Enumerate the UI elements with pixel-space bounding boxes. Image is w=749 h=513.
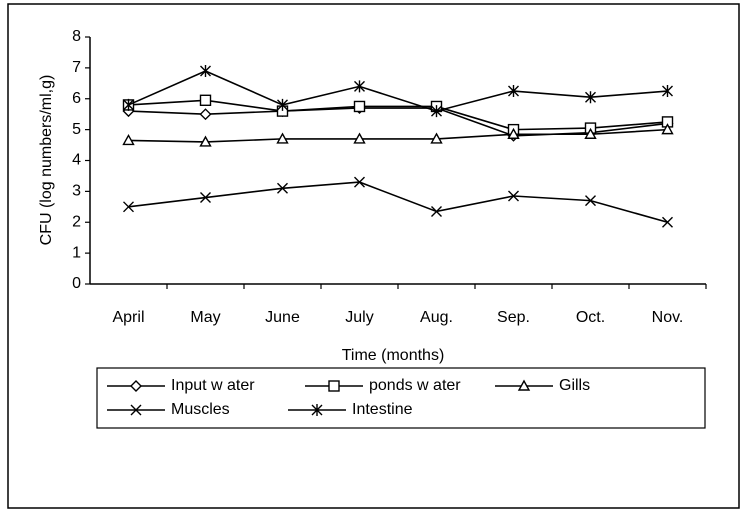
marker-shape — [130, 380, 142, 392]
marker-shape — [662, 85, 673, 98]
marker-shape — [508, 190, 519, 202]
data-point — [353, 132, 366, 144]
y-axis-label: CFU (log numbers/ml,g) — [38, 75, 55, 246]
marker-shape — [585, 91, 596, 104]
y-tick-label: 6 — [72, 90, 81, 107]
marker-shape — [328, 380, 340, 392]
series-line — [128, 181, 668, 224]
marker-shape — [199, 108, 212, 121]
marker-shape — [353, 132, 366, 144]
legend-marker — [311, 404, 323, 416]
marker-shape — [354, 176, 365, 188]
legend-marker — [130, 404, 142, 416]
x-tick-label: Sep. — [497, 309, 530, 326]
y-tick-label: 0 — [72, 275, 81, 292]
data-point — [431, 105, 442, 118]
legend-marker — [517, 379, 531, 391]
marker-shape — [311, 404, 323, 416]
data-point — [430, 132, 443, 144]
legend-label: Intestine — [352, 401, 413, 418]
marker-shape — [430, 132, 443, 144]
data-point — [276, 132, 289, 144]
data-point — [508, 85, 519, 98]
data-point — [122, 133, 135, 146]
data-point — [199, 108, 212, 121]
y-tick-label: 2 — [72, 213, 81, 230]
marker-shape — [508, 85, 519, 98]
data-point — [353, 100, 366, 113]
x-tick-label: Aug. — [420, 309, 453, 326]
y-tick-label: 8 — [72, 28, 81, 45]
marker-shape — [584, 127, 597, 139]
x-tick-label: July — [345, 309, 373, 326]
data-point — [200, 192, 211, 204]
legend-marker — [130, 380, 142, 392]
data-point — [508, 190, 519, 202]
data-point — [662, 216, 673, 228]
marker-shape — [507, 127, 520, 139]
legend-label: ponds w ater — [369, 377, 461, 394]
x-tick-label: Oct. — [576, 309, 605, 326]
data-point — [277, 98, 288, 111]
data-point — [199, 94, 212, 106]
data-point — [354, 176, 365, 188]
x-axis-label: Time (months) — [342, 347, 445, 364]
series-line — [128, 128, 668, 143]
y-tick-label: 5 — [72, 121, 81, 138]
y-tick-label: 7 — [72, 59, 81, 76]
data-point — [277, 182, 288, 194]
data-point — [431, 205, 442, 217]
marker-shape — [354, 80, 365, 93]
y-tick-label: 1 — [72, 244, 81, 261]
y-tick-label: 3 — [72, 183, 81, 200]
marker-shape — [276, 132, 289, 144]
marker-shape — [517, 379, 531, 391]
marker-shape — [130, 404, 142, 416]
data-point — [354, 80, 365, 93]
legend-marker — [328, 380, 340, 392]
series-line — [128, 107, 668, 137]
series-line — [128, 99, 668, 131]
series-line — [128, 70, 668, 112]
legend-label: Input w ater — [171, 377, 255, 394]
marker-shape — [661, 123, 674, 135]
legend-label: Gills — [559, 377, 590, 394]
data-point — [585, 195, 596, 207]
marker-shape — [431, 205, 442, 217]
chart-border — [7, 3, 740, 509]
y-tick-label: 4 — [72, 152, 81, 169]
data-point — [661, 123, 674, 135]
legend-label: Muscles — [171, 401, 230, 418]
x-tick-label: April — [112, 309, 144, 326]
marker-shape — [277, 98, 288, 111]
data-point — [200, 64, 211, 77]
marker-shape — [122, 133, 135, 146]
marker-shape — [123, 201, 134, 213]
marker-shape — [431, 105, 442, 118]
marker-shape — [123, 98, 134, 111]
data-point — [662, 85, 673, 98]
marker-shape — [277, 182, 288, 194]
marker-shape — [662, 216, 673, 228]
data-point — [123, 201, 134, 213]
marker-shape — [199, 135, 212, 147]
marker-shape — [353, 100, 366, 113]
marker-shape — [199, 94, 212, 106]
x-tick-label: Nov. — [652, 309, 684, 326]
x-tick-label: May — [190, 309, 220, 326]
data-point — [584, 127, 597, 139]
data-point — [585, 91, 596, 104]
x-tick-label: June — [265, 309, 300, 326]
legend-box — [96, 367, 706, 429]
data-point — [123, 98, 134, 111]
marker-shape — [200, 192, 211, 204]
marker-shape — [585, 195, 596, 207]
data-point — [507, 127, 520, 139]
data-point — [199, 135, 212, 147]
marker-shape — [200, 64, 211, 77]
